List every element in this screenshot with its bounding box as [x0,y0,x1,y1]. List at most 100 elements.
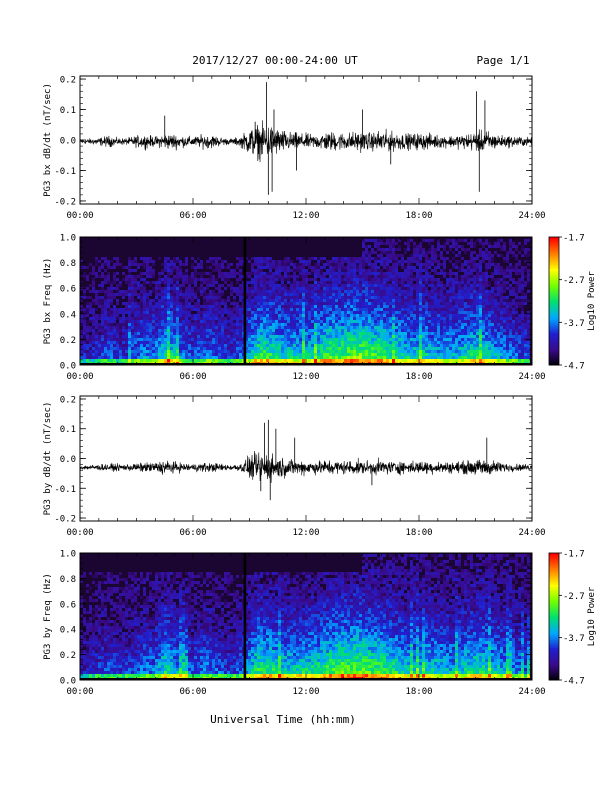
spectrogram-cell [281,299,284,302]
spectrogram-cell [191,305,194,308]
spectrogram-cell [125,332,128,335]
spectrogram-cell [437,245,440,248]
spectrogram-cell [383,299,386,302]
spectrogram-cell [239,317,242,320]
spectrogram-cell [305,293,308,296]
spectrogram-cell [92,341,95,344]
spectrogram-cell [293,353,296,356]
spectrogram-cell [251,302,254,305]
spectrogram-cell [350,269,353,272]
spectrogram-cell [167,350,170,353]
spectrogram-cell [422,344,425,347]
spectrogram-cell [311,299,314,302]
spectrogram-cell [386,305,389,308]
spectrogram-cell [125,350,128,353]
spectrogram-cell [143,293,146,296]
spectrogram-cell [350,308,353,311]
spectrogram-cell [314,320,317,323]
spectrogram-cell [389,242,392,245]
spectrogram-cell [398,281,401,284]
spectrogram-cell [146,323,149,326]
spectrogram-cell [98,332,101,335]
spectrogram-cell [362,281,365,284]
spectrogram-cell [353,284,356,287]
spectrogram-cell [500,347,503,350]
spectrogram-cell [107,308,110,311]
spectrogram-cell [107,329,110,332]
spectrogram-cell [155,344,158,347]
spectrogram-cell [488,329,491,332]
spectrogram-cell [425,257,428,260]
spectrogram-cell [320,320,323,323]
spectrogram-cell [185,257,188,260]
spectrogram-cell [293,275,296,278]
spectrogram-cell [125,281,128,284]
spectrogram-cell [86,296,89,299]
spectrogram-cell [335,287,338,290]
spectrogram-cell [221,272,224,275]
spectrogram-cell [287,317,290,320]
spectrogram-cell [323,284,326,287]
spectrogram-cell [365,305,368,308]
spectrogram-cell [491,329,494,332]
spectrogram-cell [419,320,422,323]
spectrogram-cell [275,302,278,305]
spectrogram-cell [200,287,203,290]
spectrogram-cell [179,278,182,281]
spectrogram-cell [425,260,428,263]
spectrogram-cell [83,311,86,314]
spectrogram-cell [347,329,350,332]
spectrogram-cell [482,350,485,353]
spectrogram-cell [122,323,125,326]
spectrogram-cell [401,332,404,335]
spectrogram-cell [320,347,323,350]
spectrogram-cell [146,353,149,356]
spectrogram-cell [257,317,260,320]
spectrogram-cell [446,347,449,350]
spectrogram-cell [350,287,353,290]
spectrogram-cell [455,323,458,326]
spectrogram-cell [305,278,308,281]
spectrogram-cell [497,347,500,350]
spectrogram-cell [407,329,410,332]
spectrogram-cell [458,269,461,272]
spectrogram-cell [245,317,248,320]
spectrogram-cell [95,356,98,359]
spectrogram-cell [344,278,347,281]
spectrogram-cell [218,350,221,353]
spectrogram-cell [374,281,377,284]
spectrogram-cell [410,329,413,332]
spectrogram-cell [134,269,137,272]
spectrogram-cell [320,266,323,269]
spectrogram-cell [323,272,326,275]
spectrogram-cell [344,284,347,287]
spectrogram-cell [374,320,377,323]
spectrogram-cell [353,317,356,320]
spectrogram-cell [131,341,134,344]
spectrogram-cell [344,269,347,272]
spectrogram-cell [320,278,323,281]
spectrogram-cell [401,302,404,305]
spectrogram-cell [449,299,452,302]
spectrogram-cell [134,299,137,302]
spectrogram-cell [302,311,305,314]
spectrogram-cell [266,260,269,263]
spectrogram-cell [434,287,437,290]
spectrogram-cell [95,335,98,338]
spectrogram-cell [170,266,173,269]
spectrogram-cell [485,350,488,353]
spectrogram-cell [395,308,398,311]
spectrogram-cell [176,350,179,353]
spectrogram-cell [248,350,251,353]
spectrogram-cell [119,344,122,347]
spectrogram-cell [488,332,491,335]
spectrogram-cell [419,305,422,308]
spectrogram-cell [197,359,200,362]
spectrogram-cell [350,296,353,299]
spectrogram-cell [488,353,491,356]
spectrogram-cell [188,287,191,290]
spectrogram-cell [440,329,443,332]
spectrogram-cell [287,353,290,356]
spectrogram-cell [191,350,194,353]
spectrogram-cell [428,299,431,302]
